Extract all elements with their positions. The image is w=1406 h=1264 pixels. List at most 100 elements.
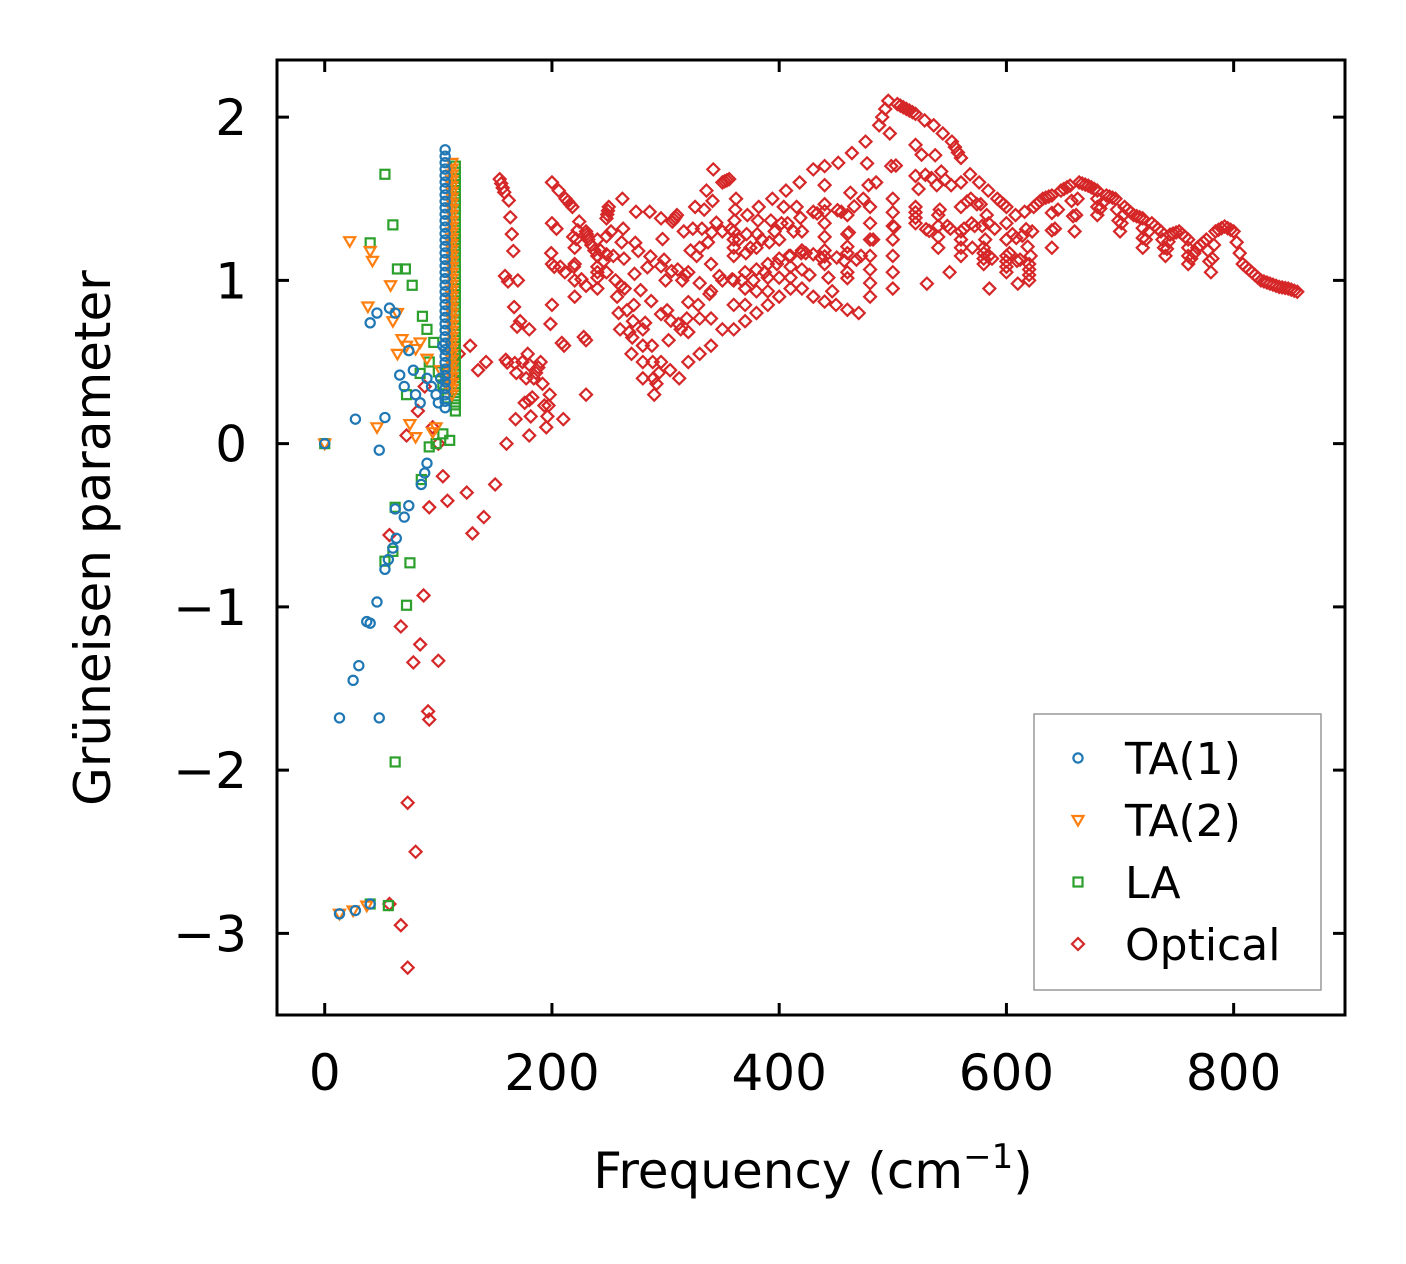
- optical-point: [671, 370, 687, 386]
- optical-point: [942, 264, 958, 280]
- y-tick-label: 1: [215, 252, 247, 310]
- ta-1-point: [333, 712, 346, 724]
- optical-point: [1265, 277, 1281, 293]
- optical-point: [886, 219, 902, 235]
- optical-point: [498, 436, 515, 452]
- optical-point: [1186, 245, 1202, 261]
- optical-point: [771, 270, 787, 286]
- optical-point: [567, 240, 583, 256]
- ta-1-point: [439, 202, 451, 214]
- optical-point: [664, 263, 680, 279]
- optical-point: [921, 223, 937, 239]
- optical-point: [567, 289, 583, 305]
- optical-point: [1229, 234, 1245, 250]
- legend-label-ta-2: TA(2): [1124, 796, 1241, 847]
- optical-point: [851, 305, 867, 321]
- optical-point: [653, 354, 669, 370]
- optical-point: [659, 302, 675, 318]
- optical-point: [1001, 245, 1018, 261]
- optical-point: [557, 264, 573, 280]
- optical-point: [619, 302, 635, 318]
- ta-1-point: [439, 318, 451, 330]
- optical-point: [995, 196, 1011, 212]
- optical-point: [926, 117, 942, 133]
- ta-1-point: [439, 402, 451, 414]
- optical-point: [464, 525, 480, 541]
- optical-point: [605, 248, 621, 264]
- ta-1-point: [364, 898, 376, 910]
- optical-point: [933, 163, 949, 180]
- x-tick-label: 0: [309, 1044, 341, 1102]
- optical-point: [626, 266, 643, 282]
- optical-point: [708, 215, 724, 231]
- optical-point: [654, 231, 671, 247]
- optical-point: [508, 411, 524, 427]
- optical-point: [714, 321, 730, 337]
- optical-point: [817, 196, 833, 212]
- optical-point: [782, 280, 799, 297]
- optical-point: [534, 376, 551, 392]
- ta-1-point: [439, 215, 451, 227]
- optical-point: [393, 618, 409, 635]
- optical-point: [1206, 237, 1222, 253]
- optical-point: [757, 264, 773, 280]
- optical-point: [841, 224, 857, 241]
- ta-1-point: [439, 144, 451, 156]
- optical-point: [1135, 210, 1151, 226]
- optical-point: [512, 313, 528, 329]
- optical-point: [862, 261, 878, 278]
- optical-point: [546, 259, 562, 275]
- y-tick-label: −1: [173, 579, 247, 637]
- optical-point: [673, 321, 689, 337]
- la-point: [379, 168, 391, 180]
- optical-point: [763, 212, 779, 229]
- optical-point: [848, 252, 865, 268]
- la-point: [389, 756, 401, 768]
- ta-1-point: [439, 324, 451, 337]
- ta-2-point: [419, 353, 435, 367]
- optical-point: [542, 387, 558, 403]
- optical-point: [689, 248, 705, 264]
- legend-label-optical: Optical: [1125, 920, 1280, 971]
- optical-point: [1009, 253, 1025, 269]
- optical-point: [1150, 221, 1166, 237]
- ta-1-point: [439, 189, 451, 201]
- legend-item-ta-1: TA(1): [1072, 734, 1241, 785]
- optical-point: [653, 306, 669, 322]
- ta-2-point: [383, 280, 399, 293]
- legend-marker-optical: [1070, 936, 1086, 952]
- optical-point: [839, 245, 855, 261]
- optical-point: [621, 324, 637, 340]
- ta-1-point: [383, 302, 396, 314]
- optical-point: [696, 202, 712, 218]
- optical-point: [417, 378, 433, 395]
- optical-point: [421, 711, 437, 728]
- optical-point: [670, 261, 686, 278]
- optical-point: [980, 183, 996, 199]
- optical-point: [726, 212, 743, 229]
- optical-point: [1044, 240, 1060, 256]
- optical-point: [663, 313, 679, 329]
- optical-point: [846, 198, 862, 214]
- optical-point: [623, 346, 640, 362]
- optical-point: [506, 299, 522, 315]
- optical-point: [973, 196, 989, 212]
- optical-point: [794, 261, 810, 278]
- ta-1-point: [373, 712, 385, 724]
- optical-point: [692, 346, 708, 362]
- optical-point: [570, 222, 586, 238]
- x-tick-label: 400: [731, 1044, 826, 1102]
- legend-item-optical: Optical: [1070, 920, 1280, 971]
- optical-point: [782, 259, 799, 275]
- optical-point: [642, 204, 658, 220]
- optical-point: [533, 354, 549, 370]
- ta-1-point: [389, 503, 401, 515]
- ta-1-point: [439, 176, 451, 188]
- ta-1-point: [439, 221, 451, 233]
- optical-point: [509, 319, 525, 335]
- optical-point: [705, 161, 721, 177]
- optical-point: [839, 302, 855, 318]
- ta-1-point: [379, 563, 391, 576]
- legend-label-la: LA: [1125, 858, 1181, 909]
- optical-point: [578, 332, 594, 348]
